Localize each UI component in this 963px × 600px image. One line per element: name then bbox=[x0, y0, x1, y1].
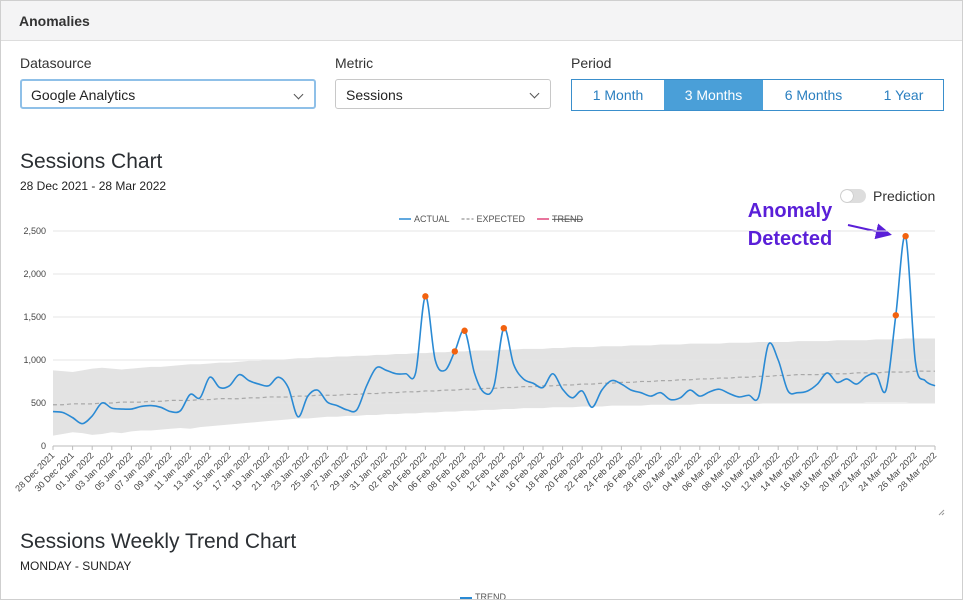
datasource-value: Google Analytics bbox=[31, 87, 136, 103]
metric-select[interactable]: Sessions bbox=[335, 79, 551, 109]
anomaly-point bbox=[461, 327, 468, 334]
y-tick-label: 0 bbox=[41, 441, 46, 451]
trend-legend-line bbox=[460, 597, 472, 599]
y-tick-label: 2,500 bbox=[23, 226, 46, 236]
resize-handle bbox=[938, 509, 945, 516]
legend-label: TREND bbox=[552, 214, 583, 224]
annotation: Anomaly Detected bbox=[747, 200, 833, 250]
anomaly-point bbox=[451, 348, 458, 355]
series-line bbox=[52, 370, 935, 406]
y-tick-label: 500 bbox=[31, 398, 46, 408]
chart-subtitle: 28 Dec 2021 - 28 Mar 2022 bbox=[20, 179, 167, 193]
header: Anomalies bbox=[1, 1, 962, 41]
y-tick-label: 2,000 bbox=[23, 269, 46, 279]
y-tick-label: 1,500 bbox=[23, 312, 46, 322]
period-label: Period bbox=[571, 55, 612, 71]
anomaly-point bbox=[892, 312, 899, 319]
trend-subtitle: MONDAY - SUNDAY bbox=[20, 559, 132, 573]
anomaly-point bbox=[902, 232, 909, 240]
metric-value: Sessions bbox=[346, 87, 403, 103]
metric-label: Metric bbox=[335, 55, 374, 71]
anomaly-point bbox=[500, 324, 507, 332]
datasource-label: Datasource bbox=[20, 55, 92, 71]
y-tick-label: 1,000 bbox=[23, 355, 46, 365]
period-button[interactable]: 1 Month bbox=[571, 79, 665, 111]
trend-title: Sessions Weekly Trend Chart bbox=[20, 530, 297, 553]
prediction-switch[interactable] bbox=[840, 189, 866, 203]
series-line bbox=[52, 235, 936, 425]
anomaly-point bbox=[422, 293, 429, 300]
legend-label: EXPECTED bbox=[477, 214, 526, 224]
legend-label: ACTUAL bbox=[414, 214, 450, 224]
trend-legend: TREND bbox=[475, 592, 506, 600]
prediction-label: Prediction bbox=[873, 188, 936, 204]
datasource-select[interactable]: Google Analytics bbox=[20, 79, 316, 109]
switch-knob bbox=[841, 190, 853, 202]
header-title: Anomalies bbox=[19, 13, 90, 29]
period-button[interactable]: 3 Months bbox=[664, 79, 764, 111]
annotation-arrow bbox=[847, 223, 892, 240]
period-button[interactable]: 6 Months bbox=[763, 79, 865, 111]
chart-title: Sessions Chart bbox=[20, 150, 163, 173]
period-button[interactable]: 1 Year bbox=[864, 79, 944, 111]
